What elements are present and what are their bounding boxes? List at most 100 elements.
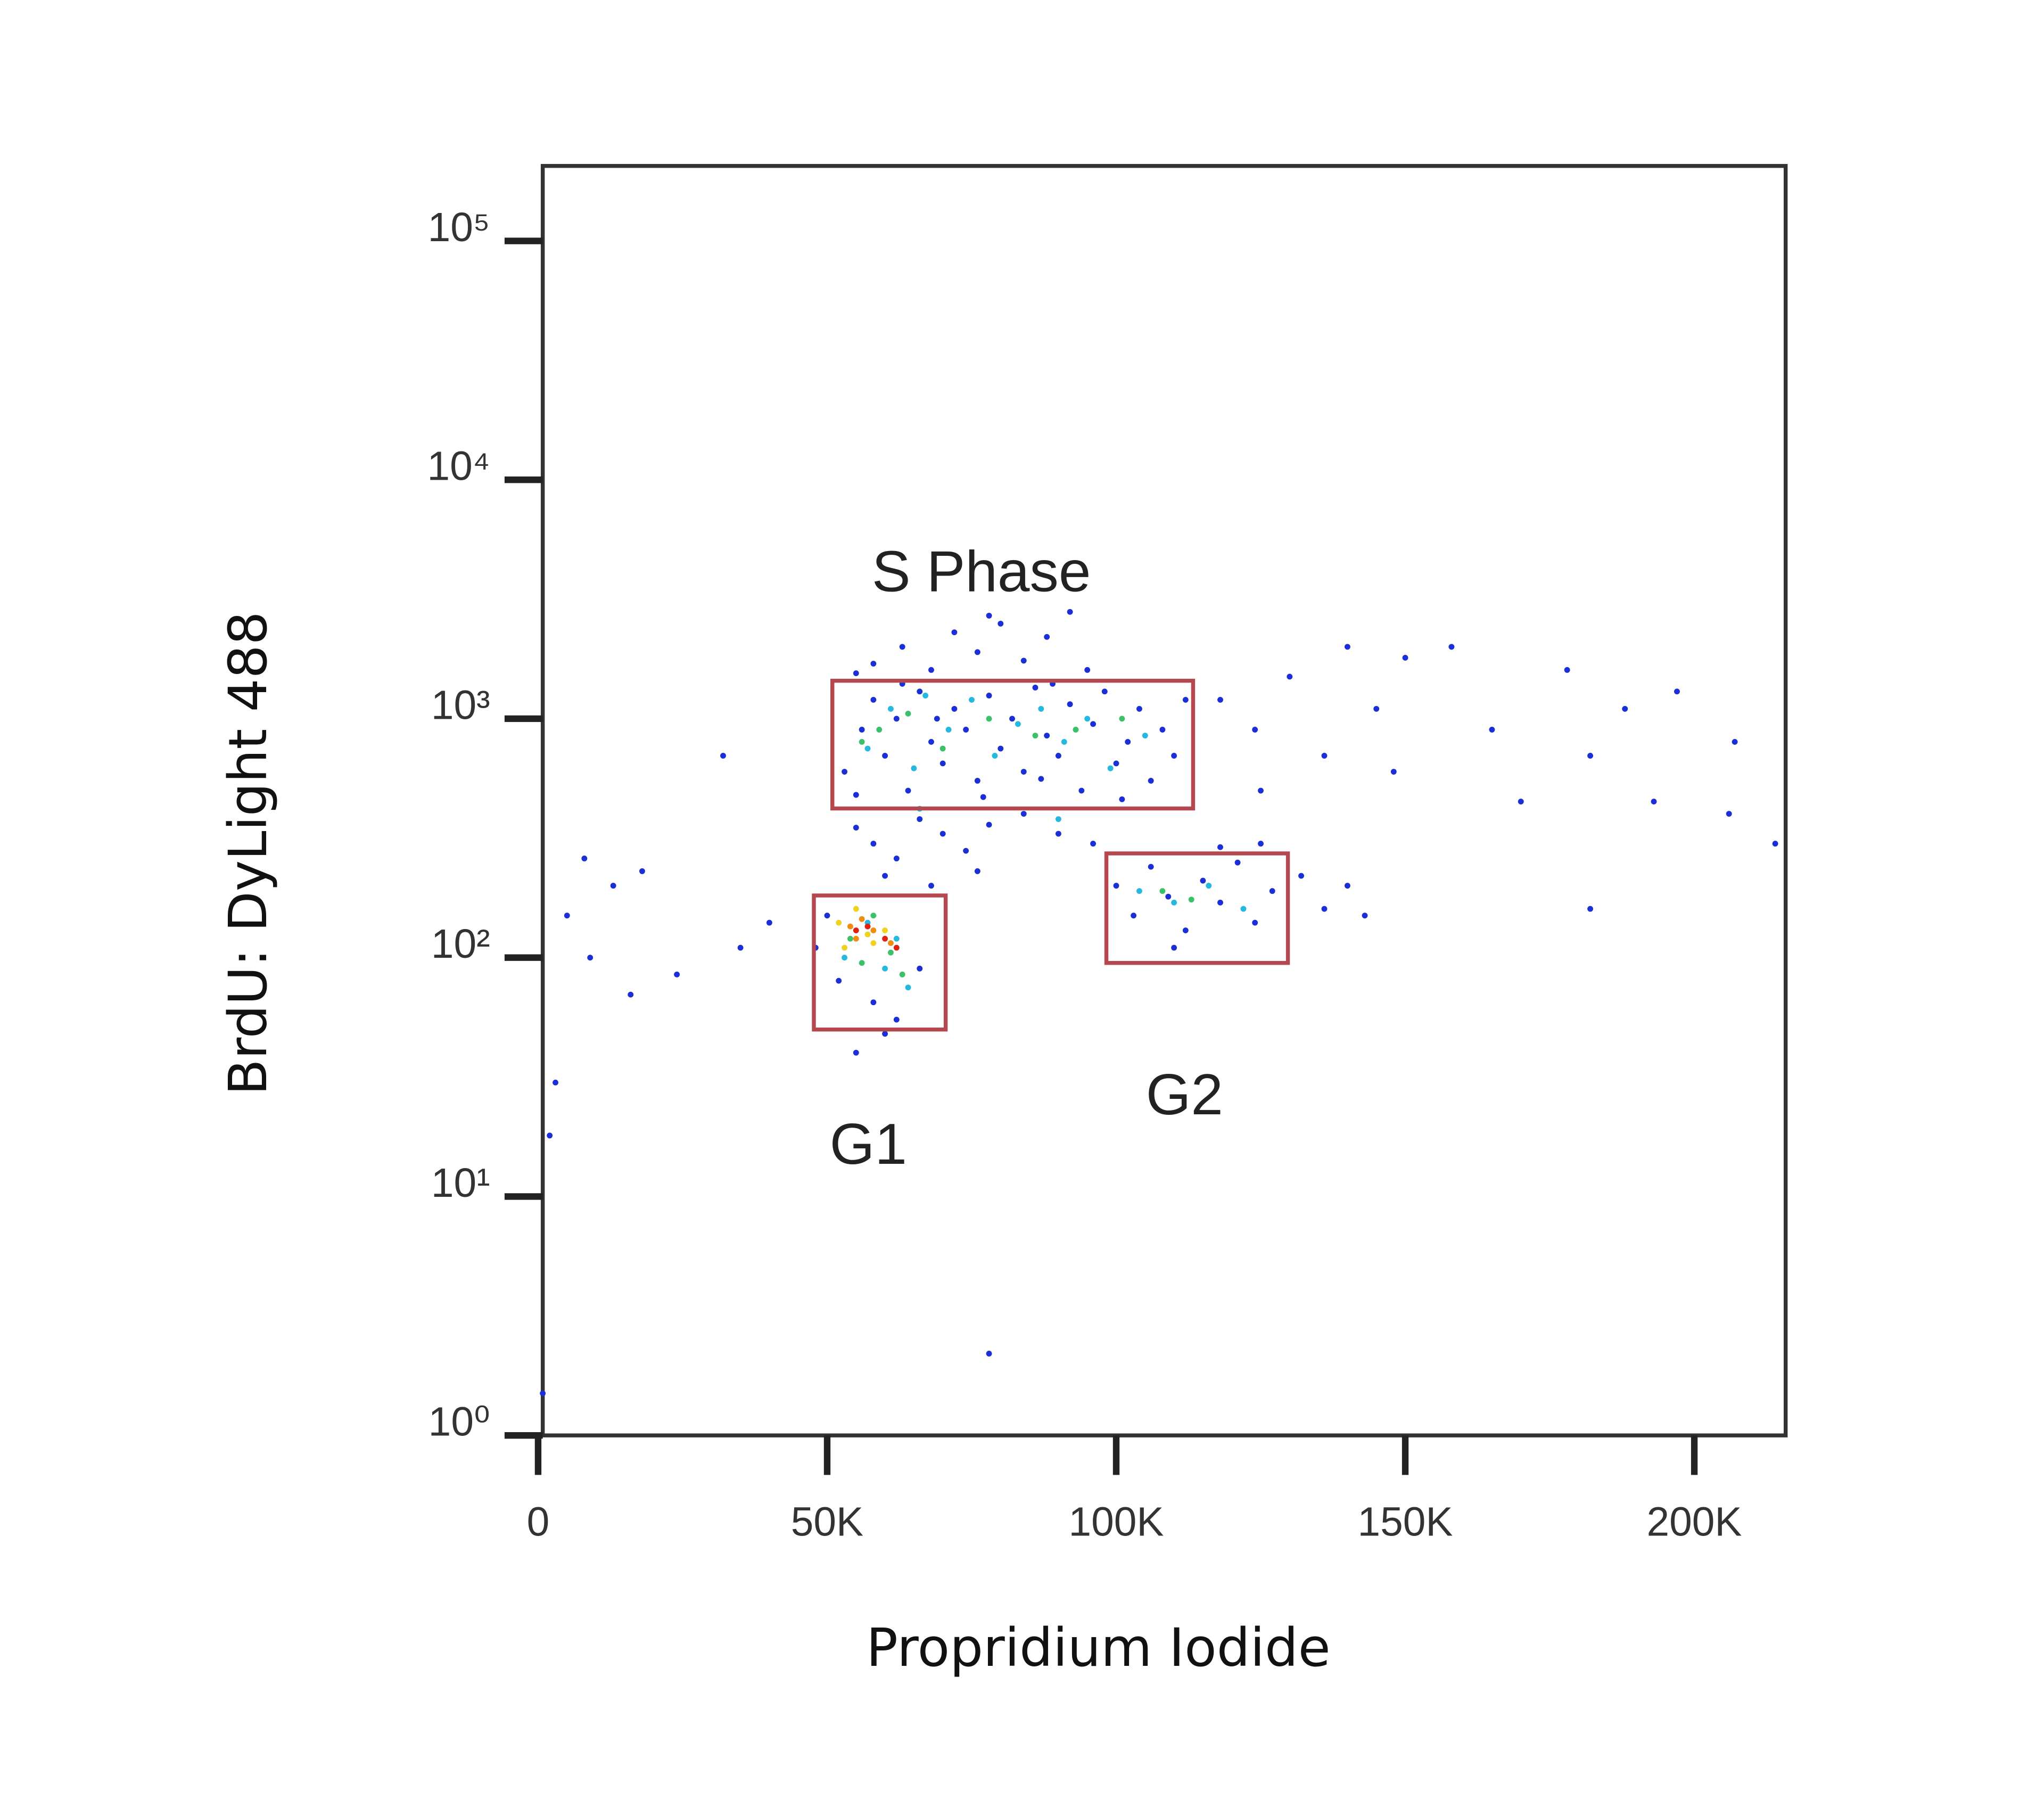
point <box>992 753 998 759</box>
gate <box>1104 851 1290 965</box>
point <box>974 868 980 874</box>
point <box>899 971 905 977</box>
point <box>887 940 894 946</box>
point <box>1321 906 1328 912</box>
plot-frame <box>540 163 1788 1437</box>
point <box>893 935 900 942</box>
point <box>1182 696 1189 703</box>
point <box>899 644 905 650</box>
point <box>969 696 975 703</box>
point <box>1518 799 1524 805</box>
point <box>859 727 865 733</box>
point <box>887 949 894 956</box>
point <box>853 927 859 934</box>
point <box>1587 753 1594 759</box>
point <box>1113 760 1119 767</box>
x-tick-label: 200K <box>1647 1500 1742 1545</box>
point <box>864 931 871 938</box>
point <box>1136 888 1142 894</box>
point <box>547 1132 553 1139</box>
point <box>1125 739 1131 745</box>
point <box>1159 727 1166 733</box>
point <box>628 991 634 998</box>
point <box>1044 634 1050 640</box>
point <box>1252 727 1258 733</box>
point <box>928 739 934 745</box>
point <box>1489 727 1495 733</box>
point <box>870 940 877 946</box>
point <box>1055 831 1061 837</box>
point <box>1020 811 1027 817</box>
point <box>1159 888 1166 894</box>
point <box>939 745 946 752</box>
point <box>1674 688 1680 695</box>
point <box>1390 769 1397 775</box>
point <box>998 620 1004 627</box>
point <box>864 745 871 752</box>
point <box>1651 799 1657 805</box>
point <box>1142 733 1148 739</box>
point <box>587 955 594 961</box>
point <box>1344 883 1350 889</box>
point <box>824 913 830 919</box>
point <box>870 927 877 934</box>
gate-label: G2 <box>1146 1062 1223 1127</box>
point <box>1061 739 1067 745</box>
point <box>1078 787 1085 794</box>
point <box>870 913 877 919</box>
point <box>1038 705 1044 712</box>
point <box>1032 733 1039 739</box>
point <box>1015 721 1021 727</box>
point <box>1055 816 1061 822</box>
point <box>564 913 570 919</box>
x-tick-label: 0 <box>527 1500 550 1545</box>
y-tick-label: 10¹ <box>431 1161 490 1206</box>
point <box>986 1351 992 1357</box>
x-tick-label: 100K <box>1068 1500 1164 1545</box>
point <box>836 977 842 984</box>
point <box>905 787 911 794</box>
point <box>963 727 969 733</box>
point <box>1298 873 1304 879</box>
point <box>963 848 969 854</box>
point <box>1084 667 1091 673</box>
point <box>870 841 877 847</box>
point <box>1258 787 1264 794</box>
point <box>1055 753 1061 759</box>
point <box>1119 796 1125 802</box>
point <box>1107 765 1114 771</box>
point <box>1564 667 1570 673</box>
point <box>853 792 859 798</box>
point <box>1234 859 1241 866</box>
point <box>610 883 616 889</box>
point <box>1020 658 1027 664</box>
point <box>1321 753 1328 759</box>
point <box>893 856 900 861</box>
point <box>1038 776 1044 782</box>
point <box>1067 609 1073 615</box>
point <box>1182 927 1189 934</box>
y-tick-label: 10⁵ <box>428 205 490 250</box>
point <box>1067 701 1073 708</box>
point <box>893 716 900 722</box>
point <box>1206 883 1212 889</box>
point <box>934 716 940 722</box>
point <box>974 649 980 655</box>
point <box>870 661 877 667</box>
point <box>1032 685 1039 691</box>
point <box>720 753 726 759</box>
point <box>882 935 888 942</box>
point <box>917 965 923 972</box>
point <box>951 629 958 636</box>
point <box>905 984 911 991</box>
point <box>1448 644 1455 650</box>
point <box>876 727 883 733</box>
point <box>1200 877 1206 884</box>
point <box>905 711 911 717</box>
point <box>859 916 865 922</box>
point <box>893 1016 900 1023</box>
y-tick-label: 10² <box>431 922 490 967</box>
point <box>1020 769 1027 775</box>
point <box>1188 897 1194 903</box>
